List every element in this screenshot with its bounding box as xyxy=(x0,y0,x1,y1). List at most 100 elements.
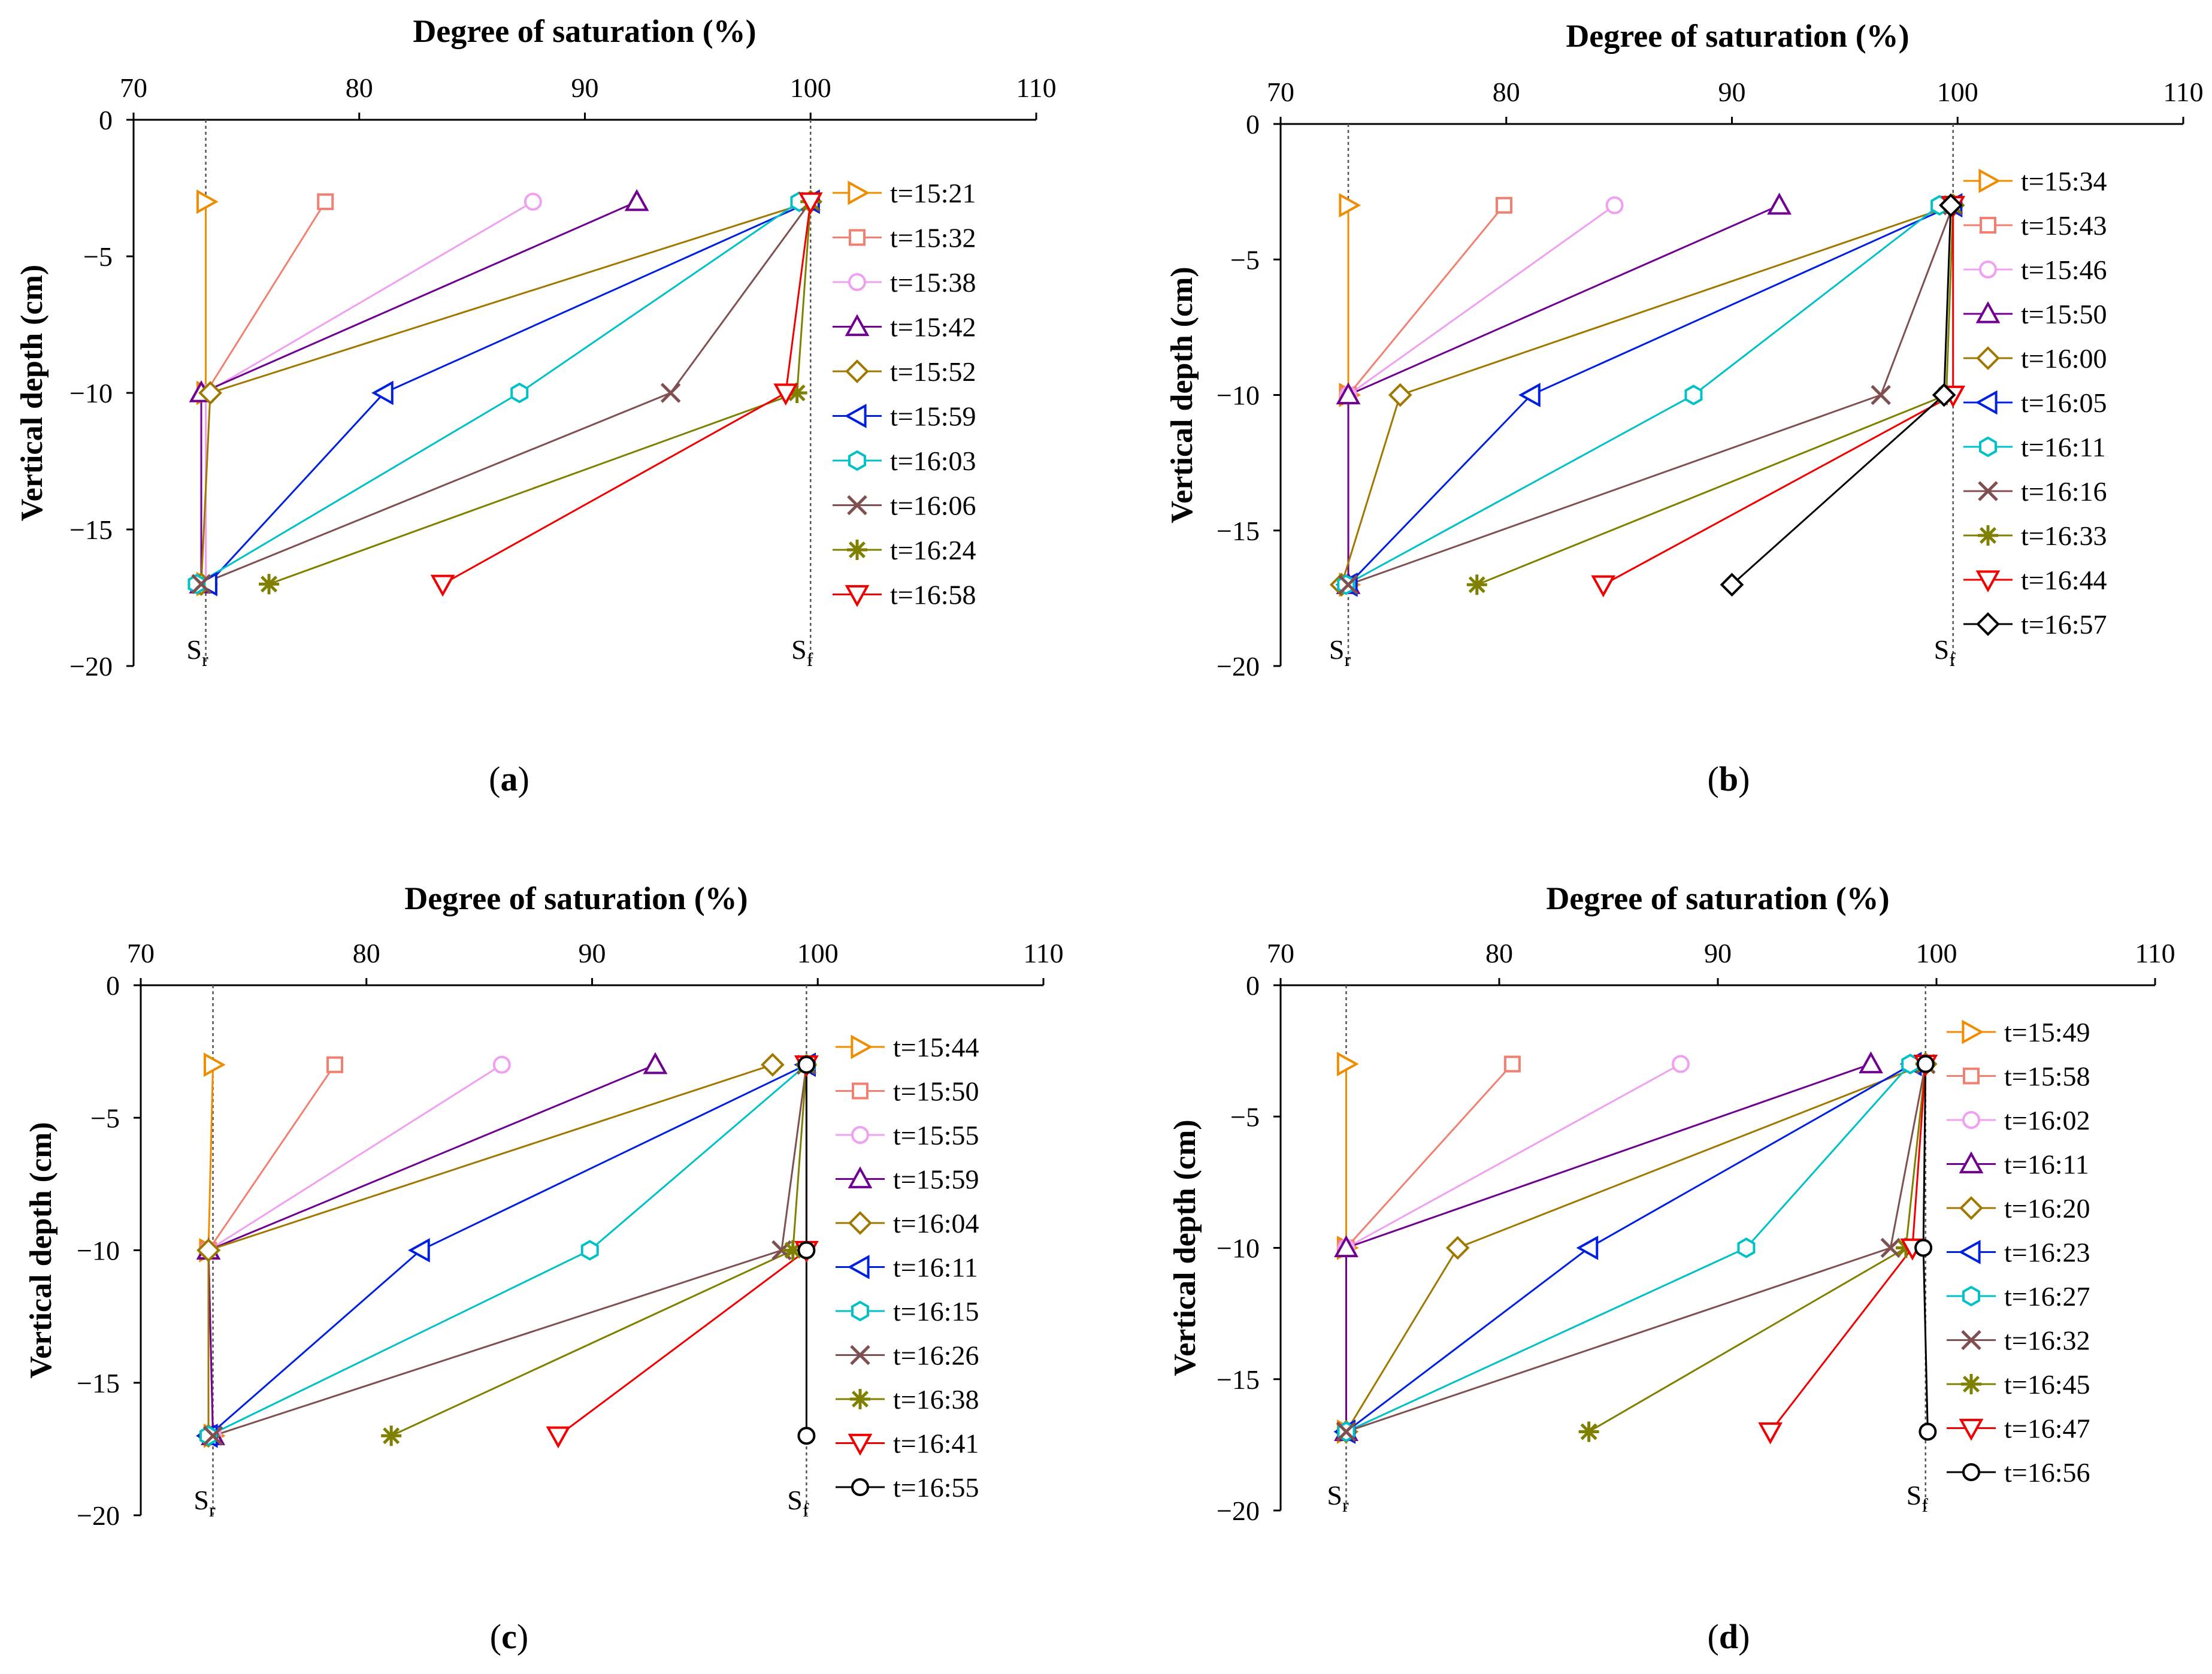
legend-marker-square xyxy=(1980,217,1996,234)
legend-marker-diamond xyxy=(1976,346,2000,370)
data-point-diamond xyxy=(1720,573,1744,597)
data-point-tri-right xyxy=(196,189,219,214)
legend-marker-diamond xyxy=(848,1211,872,1235)
legend-label: t=16:04 xyxy=(893,1208,979,1239)
data-point-circle xyxy=(1605,196,1624,214)
data-point-tri-down xyxy=(1758,1422,1783,1445)
series-line-t=15:46 xyxy=(1347,204,1615,585)
legend-marker-tri-right xyxy=(1962,1019,1984,1045)
data-point-tri-up xyxy=(1334,1235,1358,1258)
series-line-t=16:23 xyxy=(1345,1063,1913,1433)
legend-marker-tri-right xyxy=(848,180,870,205)
ref-label-sf: Sf xyxy=(791,634,813,670)
series-line-t=16:02 xyxy=(1345,1063,1681,1432)
series-line-t=16:57 xyxy=(1731,205,1952,586)
legend-label: t=16:11 xyxy=(2021,432,2106,462)
series-line-t=16:58 xyxy=(442,201,812,585)
legend-marker-square xyxy=(1963,1067,1980,1085)
data-point-x xyxy=(202,1425,223,1446)
legend-marker-hexagon xyxy=(1962,1285,1980,1307)
y-tick-label: 0 xyxy=(1246,109,1260,140)
legend-label: t=16:38 xyxy=(893,1384,979,1415)
series-line-t=15:55 xyxy=(207,1064,503,1436)
data-point-tri-left xyxy=(408,1238,430,1263)
chart-title: Degree of saturation (%) xyxy=(404,880,748,916)
data-point-square xyxy=(1495,196,1512,214)
ref-label-sr: Sr xyxy=(193,1485,216,1521)
data-point-tri-up xyxy=(1859,1051,1883,1074)
legend-label: t=15:32 xyxy=(890,223,976,253)
chart-title: Degree of saturation (%) xyxy=(413,13,756,49)
series-line-t=16:11 xyxy=(208,1064,807,1437)
series-line-t=16:45 xyxy=(1588,1064,1927,1433)
y-tick-label: −15 xyxy=(69,514,113,545)
data-point-asterisk xyxy=(786,383,807,403)
x-tick-label: 80 xyxy=(1485,938,1513,968)
legend-marker-circle xyxy=(851,1478,869,1496)
chart-panel-b: 70 80 90 100 110 0 −5 −10 −15 −20 Degree of satura… xyxy=(1165,18,2204,682)
y-tick-label: 0 xyxy=(1246,970,1260,1001)
legend-label: t=15:21 xyxy=(890,178,976,208)
legend-label: t=16:45 xyxy=(2004,1369,2090,1400)
data-point-x xyxy=(660,383,681,403)
y-tick-label: 0 xyxy=(99,105,113,135)
legend-label: t=15:50 xyxy=(2021,299,2107,329)
data-point-tri-down xyxy=(430,574,455,597)
legend-marker-tri-up xyxy=(845,314,870,337)
data-point-circle xyxy=(1671,1055,1690,1073)
x-tick-label: 70 xyxy=(1267,938,1294,968)
x-tick-label: 70 xyxy=(120,72,147,103)
legend-marker-hexagon xyxy=(851,1300,869,1322)
legend-marker-tri-left xyxy=(844,404,867,428)
data-point-tri-right xyxy=(203,1052,226,1077)
legend-marker-asterisk xyxy=(847,540,867,560)
legend-marker-tri-down xyxy=(845,585,870,607)
y-tick-label: −20 xyxy=(1217,1496,1260,1526)
data-point-hexagon xyxy=(1737,1237,1756,1258)
series-line-t=16:24 xyxy=(268,201,812,585)
legend-label: t=15:49 xyxy=(2004,1017,2090,1048)
legend-marker-circle xyxy=(1979,261,1997,279)
legend-marker-circle xyxy=(851,1126,869,1144)
series-line-t=15:58 xyxy=(1345,1063,1514,1432)
legend-label: t=16:06 xyxy=(890,491,976,521)
series-line-t=16:27 xyxy=(1345,1063,1911,1433)
data-point-asterisk xyxy=(1578,1421,1599,1442)
x-tick-label: 90 xyxy=(1704,938,1732,968)
data-point-diamond xyxy=(761,1052,785,1077)
x-tick-label: 100 xyxy=(790,72,831,103)
legend-label: t=15:52 xyxy=(890,356,976,387)
legend-label: t=15:50 xyxy=(893,1076,979,1107)
data-point-tri-right xyxy=(1336,1052,1359,1076)
data-point-asterisk xyxy=(1466,574,1487,595)
legend-label: t=16:15 xyxy=(893,1296,979,1327)
legend-label: t=16:55 xyxy=(893,1472,979,1503)
legend-label: t=16:27 xyxy=(2004,1281,2090,1312)
legend-marker-diamond xyxy=(845,359,869,383)
chart-panel-d: 70 80 90 100 110 0 −5 −10 −15 −20 Degree of satura… xyxy=(1168,880,2175,1526)
series-line-t=16:15 xyxy=(208,1064,807,1437)
chart-panel-c: 70 80 90 100 110 0 −5 −10 −15 −20 Degree of satura… xyxy=(24,880,1064,1531)
x-tick-label: 100 xyxy=(1916,938,1957,968)
data-point-diamond xyxy=(196,1238,220,1263)
data-point-tri-up xyxy=(624,189,649,211)
legend-label: t=16:24 xyxy=(890,535,976,565)
legend-marker-tri-left xyxy=(1975,390,1998,415)
ref-label-sr: Sr xyxy=(1329,634,1351,670)
data-point-asterisk xyxy=(259,574,280,595)
x-tick-label: 110 xyxy=(2163,77,2203,107)
data-point-tri-up xyxy=(1767,192,1792,215)
data-point-hexagon xyxy=(580,1240,599,1261)
ref-label-sr: Sr xyxy=(186,634,208,670)
data-point-tri-down xyxy=(798,192,823,214)
x-tick-label: 80 xyxy=(353,938,380,968)
chart-title: Degree of saturation (%) xyxy=(1566,18,1909,54)
y-tick-label: −5 xyxy=(90,1103,120,1133)
x-tick-label: 110 xyxy=(2135,938,2175,968)
y-tick-label: −20 xyxy=(1217,651,1260,682)
y-tick-label: −10 xyxy=(1217,1233,1260,1264)
data-point-x xyxy=(1336,1421,1357,1442)
series-line-t=16:38 xyxy=(391,1064,807,1437)
y-tick-label: −5 xyxy=(1230,244,1260,275)
series-line-t=15:43 xyxy=(1347,204,1505,585)
